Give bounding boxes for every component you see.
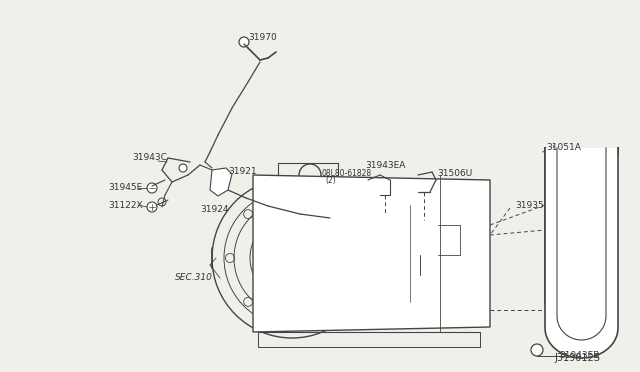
Circle shape — [179, 164, 187, 172]
Text: (2): (2) — [325, 176, 336, 186]
Text: 31943EA: 31943EA — [365, 160, 405, 170]
Circle shape — [419, 180, 426, 186]
Polygon shape — [253, 175, 490, 332]
Text: 31935: 31935 — [515, 201, 544, 209]
Text: 31051A: 31051A — [546, 144, 581, 153]
Circle shape — [531, 344, 543, 356]
Circle shape — [147, 183, 157, 193]
Circle shape — [216, 179, 223, 186]
Circle shape — [239, 37, 249, 47]
Circle shape — [547, 151, 559, 161]
Text: 31122X: 31122X — [108, 201, 143, 209]
Circle shape — [147, 202, 157, 212]
Text: 31943C: 31943C — [132, 154, 167, 163]
Polygon shape — [545, 148, 618, 358]
Text: 31506U: 31506U — [437, 170, 472, 179]
Circle shape — [415, 245, 425, 255]
Text: J319012S: J319012S — [554, 353, 600, 363]
Text: 31924: 31924 — [200, 205, 228, 215]
Text: 31943EB: 31943EB — [559, 352, 600, 360]
Text: 31921: 31921 — [228, 167, 257, 176]
Circle shape — [382, 215, 388, 221]
Polygon shape — [210, 168, 232, 196]
Text: SEC.310: SEC.310 — [175, 273, 213, 282]
Circle shape — [421, 219, 427, 225]
Text: 08L80-61828: 08L80-61828 — [322, 169, 372, 177]
Text: 31945E: 31945E — [108, 183, 142, 192]
Circle shape — [330, 213, 340, 223]
Text: 31970: 31970 — [248, 33, 276, 42]
